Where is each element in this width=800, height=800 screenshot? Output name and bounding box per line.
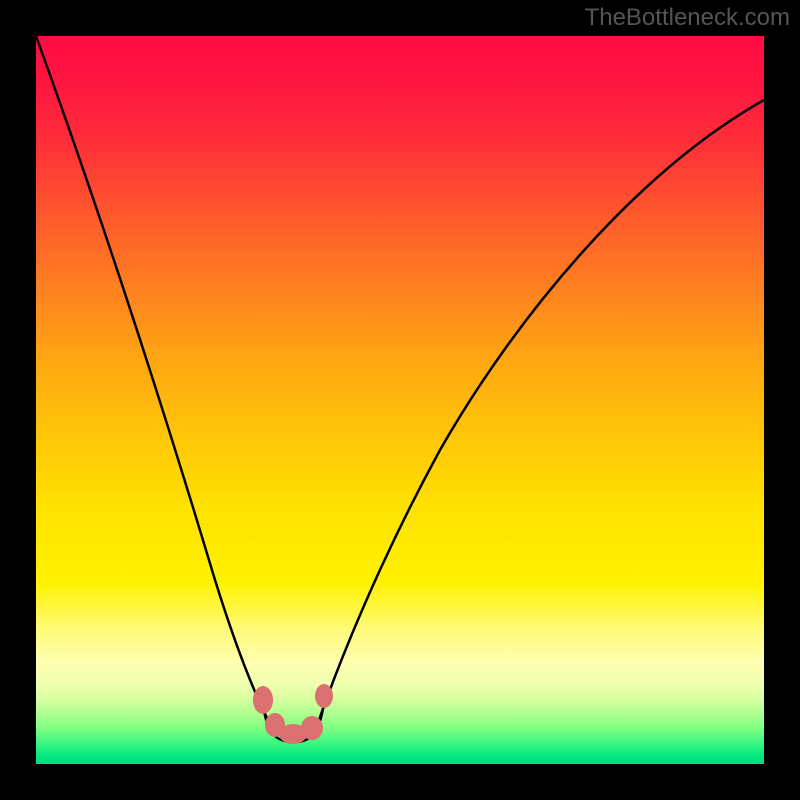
bottom-blob-mid3 — [301, 716, 323, 740]
plot-area — [36, 36, 764, 764]
bottom-blob-left — [253, 686, 273, 714]
bottleneck-chart — [0, 0, 800, 800]
watermark-text: TheBottleneck.com — [585, 4, 790, 32]
bottom-blob-right — [315, 684, 333, 708]
chart-root: { "canvas": { "width": 800, "height": 80… — [0, 0, 800, 800]
